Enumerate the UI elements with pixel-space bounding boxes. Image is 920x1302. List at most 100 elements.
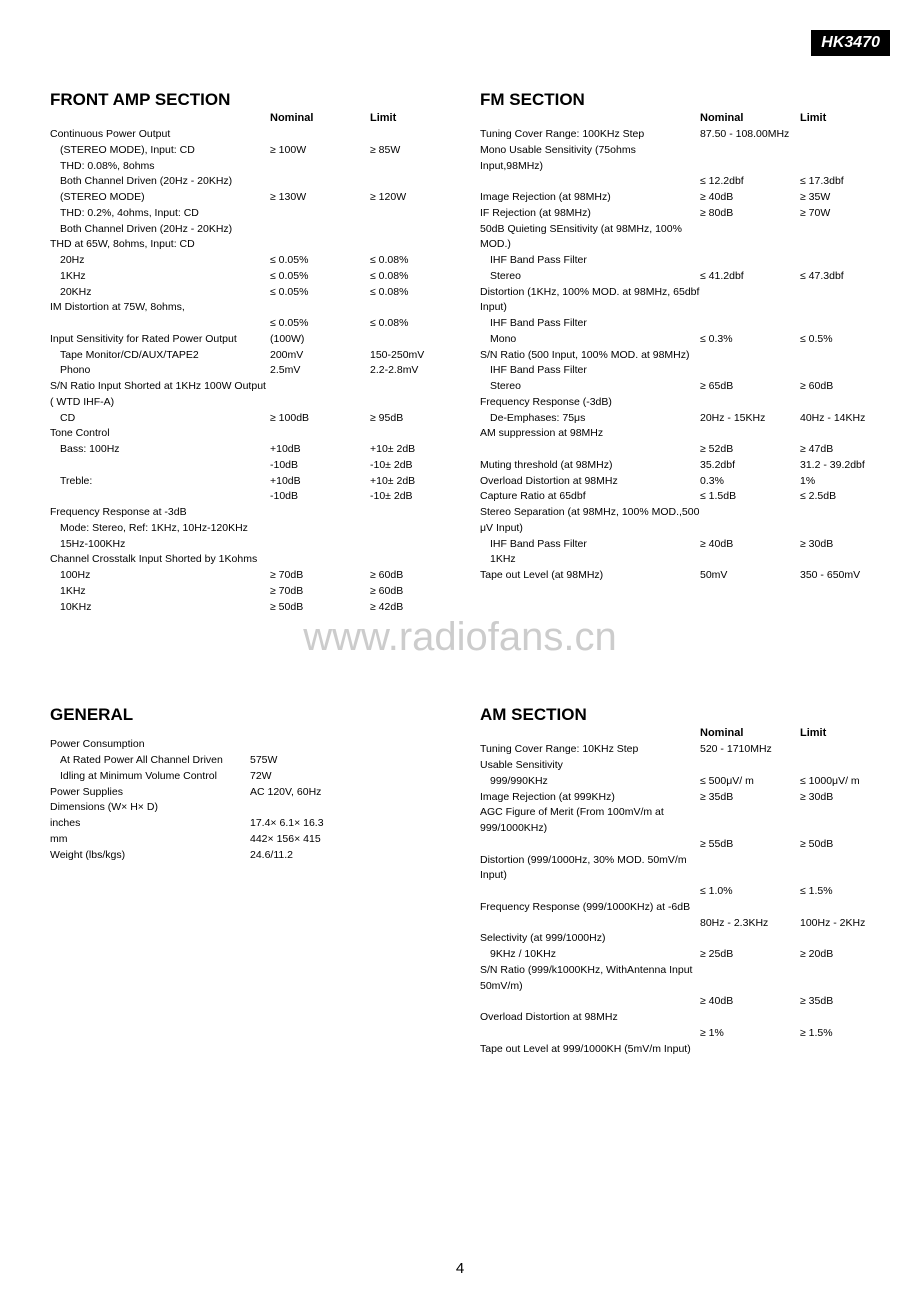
spec-row: Stereo≤ 41.2dbf≤ 47.3dbf bbox=[480, 269, 870, 285]
spec-label: Tuning Cover Range: 100KHz Step bbox=[480, 127, 700, 143]
spec-label bbox=[480, 994, 700, 1010]
spec-row: S/N Ratio (500 Input, 100% MOD. at 98MHz… bbox=[480, 348, 870, 364]
header-nominal: Nominal bbox=[700, 727, 800, 739]
spec-label: (STEREO MODE) bbox=[50, 190, 270, 206]
spec-nominal: ≥ 40dB bbox=[700, 190, 800, 206]
spec-limit: ≤ 47.3dbf bbox=[800, 269, 870, 285]
spec-limit: ≥ 30dB bbox=[800, 790, 870, 806]
spec-nominal: ≥ 52dB bbox=[700, 442, 800, 458]
spec-row: Tuning Cover Range: 100KHz Step87.50 - 1… bbox=[480, 127, 870, 143]
spec-row: Tuning Cover Range: 10KHz Step520 - 1710… bbox=[480, 742, 870, 758]
spec-row: CD≥ 100dB≥ 95dB bbox=[50, 411, 440, 427]
spec-row: ≥ 1%≥ 1.5% bbox=[480, 1026, 870, 1042]
spec-label: Mode: Stereo, Ref: 1KHz, 10Hz-120KHz 15H… bbox=[50, 521, 270, 553]
spec-limit: 1% bbox=[800, 474, 870, 490]
spec-label: 999/990KHz bbox=[480, 774, 700, 790]
spec-label: AGC Figure of Merit (From 100mV/m at 999… bbox=[480, 805, 700, 837]
spec-nominal bbox=[270, 127, 370, 143]
spec-limit bbox=[800, 805, 870, 837]
spec-row: S/N Ratio Input Shorted at 1KHz 100W Out… bbox=[50, 379, 440, 411]
spec-limit bbox=[370, 332, 440, 348]
spec-row: -10dB-10± 2dB bbox=[50, 458, 440, 474]
spec-label: Tape Monitor/CD/AUX/TAPE2 bbox=[50, 348, 270, 364]
spec-limit bbox=[800, 127, 870, 143]
spec-nominal bbox=[700, 552, 800, 568]
spec-label: Continuous Power Output bbox=[50, 127, 270, 143]
general-label: At Rated Power All Channel Driven bbox=[50, 753, 250, 769]
spec-nominal: ≥ 70dB bbox=[270, 568, 370, 584]
spec-nominal: 50mV bbox=[700, 568, 800, 584]
spec-row: ≤ 12.2dbf≤ 17.3dbf bbox=[480, 174, 870, 190]
general-value bbox=[250, 800, 440, 816]
spec-label: Image Rejection (at 999KHz) bbox=[480, 790, 700, 806]
spec-limit: 100Hz - 2KHz bbox=[800, 916, 870, 932]
spec-nominal bbox=[700, 363, 800, 379]
am-table: Tuning Cover Range: 10KHz Step520 - 1710… bbox=[480, 742, 870, 1057]
general-label: Weight (lbs/kgs) bbox=[50, 848, 250, 864]
spec-row: Bass: 100Hz+10dB+10± 2dB bbox=[50, 442, 440, 458]
general-row: Power Consumption bbox=[50, 737, 440, 753]
spec-label: Tape out Level (at 98MHz) bbox=[480, 568, 700, 584]
spec-label: Image Rejection (at 98MHz) bbox=[480, 190, 700, 206]
spec-limit: +10± 2dB bbox=[370, 442, 440, 458]
spec-row: -10dB-10± 2dB bbox=[50, 489, 440, 505]
am-section: AM SECTION Nominal Limit Tuning Cover Ra… bbox=[480, 705, 870, 1057]
spec-row: Capture Ratio at 65dbf≤ 1.5dB≤ 2.5dB bbox=[480, 489, 870, 505]
spec-limit bbox=[370, 379, 440, 411]
spec-nominal: 2.5mV bbox=[270, 363, 370, 379]
spec-row: 80Hz - 2.3KHz100Hz - 2KHz bbox=[480, 916, 870, 932]
spec-nominal bbox=[700, 758, 800, 774]
spec-row: IHF Band Pass Filter bbox=[480, 316, 870, 332]
spec-row: Overload Distortion at 98MHz0.3%1% bbox=[480, 474, 870, 490]
spec-label: Stereo bbox=[480, 379, 700, 395]
spec-row: Phono2.5mV2.2-2.8mV bbox=[50, 363, 440, 379]
spec-row: THD at 65W, 8ohms, Input: CD bbox=[50, 237, 440, 253]
general-value: AC 120V, 60Hz bbox=[250, 785, 440, 801]
spec-nominal bbox=[700, 1010, 800, 1026]
spec-row: Treble:+10dB+10± 2dB bbox=[50, 474, 440, 490]
spec-nominal bbox=[270, 174, 370, 190]
spec-nominal: 520 - 1710MHz bbox=[700, 742, 800, 758]
spec-label: Overload Distortion at 98MHz bbox=[480, 1010, 700, 1026]
spec-row: Image Rejection (at 98MHz)≥ 40dB≥ 35W bbox=[480, 190, 870, 206]
spec-limit: ≤ 0.08% bbox=[370, 316, 440, 332]
spec-limit: ≤ 0.08% bbox=[370, 269, 440, 285]
spec-nominal bbox=[700, 316, 800, 332]
spec-label: Tape out Level at 999/1000KH (5mV/m Inpu… bbox=[480, 1042, 700, 1058]
spec-limit: ≥ 70W bbox=[800, 206, 870, 222]
spec-limit bbox=[800, 1010, 870, 1026]
spec-label: Tone Control bbox=[50, 426, 270, 442]
spec-label bbox=[480, 837, 700, 853]
spec-nominal bbox=[270, 521, 370, 553]
spec-limit bbox=[800, 253, 870, 269]
general-label: Power Supplies bbox=[50, 785, 250, 801]
spec-limit bbox=[800, 285, 870, 317]
spec-nominal: (100W) bbox=[270, 332, 370, 348]
spec-nominal: ≤ 41.2dbf bbox=[700, 269, 800, 285]
general-row: Idling at Minimum Volume Control72W bbox=[50, 769, 440, 785]
spec-nominal: ≥ 55dB bbox=[700, 837, 800, 853]
fm-title: FM SECTION bbox=[480, 90, 870, 110]
spec-nominal: ≥ 50dB bbox=[270, 600, 370, 616]
spec-label: Mono Usable Sensitivity (75ohms Input,98… bbox=[480, 143, 700, 175]
spec-label bbox=[480, 1026, 700, 1042]
spec-label: Bass: 100Hz bbox=[50, 442, 270, 458]
spec-label: 1KHz bbox=[480, 552, 700, 568]
spec-nominal: ≤ 500μV/ m bbox=[700, 774, 800, 790]
am-headers: Nominal Limit bbox=[480, 727, 870, 739]
spec-label: THD at 65W, 8ohms, Input: CD bbox=[50, 237, 270, 253]
spec-label: IHF Band Pass Filter bbox=[480, 253, 700, 269]
spec-row: IF Rejection (at 98MHz)≥ 80dB≥ 70W bbox=[480, 206, 870, 222]
spec-label: Frequency Response (-3dB) bbox=[480, 395, 700, 411]
spec-nominal: ≤ 1.0% bbox=[700, 884, 800, 900]
spec-nominal bbox=[270, 426, 370, 442]
spec-nominal bbox=[270, 159, 370, 175]
spec-row: IHF Band Pass Filter≥ 40dB≥ 30dB bbox=[480, 537, 870, 553]
spec-limit bbox=[370, 222, 440, 238]
spec-limit: ≤ 0.08% bbox=[370, 285, 440, 301]
general-value bbox=[250, 737, 440, 753]
spec-row: Tone Control bbox=[50, 426, 440, 442]
upper-columns: FRONT AMP SECTION Nominal Limit Continuo… bbox=[50, 90, 870, 615]
spec-label bbox=[480, 884, 700, 900]
spec-limit: 40Hz - 14KHz bbox=[800, 411, 870, 427]
